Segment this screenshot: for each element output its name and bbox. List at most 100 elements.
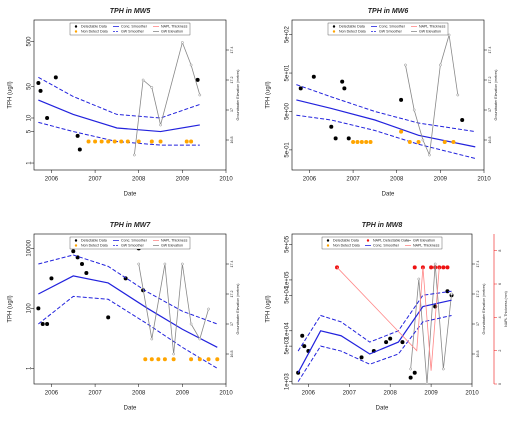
legend-symbol (326, 244, 330, 247)
y3-tick-label: 2 (498, 350, 502, 352)
data-point (407, 140, 412, 145)
gw-line (138, 263, 209, 355)
data-point (399, 97, 404, 102)
gw-point (172, 352, 175, 356)
data-point (80, 262, 84, 266)
gw-line (405, 34, 459, 157)
x-tick-label: 2007 (343, 391, 357, 397)
chart-title: TPH in MW6 (368, 8, 409, 15)
data-point (106, 139, 111, 144)
legend-label: GW Smoother (121, 243, 145, 247)
gw-point (456, 93, 460, 97)
x-tick-label: 2006 (302, 391, 316, 397)
legend-box (69, 236, 191, 250)
data-point (206, 357, 211, 362)
y2-axis-label: Groundwater Elevation (metres) (494, 70, 498, 121)
plot-frame (291, 233, 473, 385)
y-tick-label: 5e+03 (285, 337, 291, 355)
x-tick-label: 2009 (176, 391, 190, 397)
data-point (119, 139, 124, 144)
data-point (93, 139, 98, 144)
y-tick-label: 1e+05 (285, 271, 291, 289)
data-point (351, 140, 356, 145)
gw-point (198, 337, 202, 341)
y-tick-label: 5e+04 (285, 286, 291, 304)
y2-tick-label: 17.2 (476, 291, 480, 298)
y-axis-label: TPH (ug/l) (8, 81, 14, 108)
y-tick-label: 5e+01 (285, 64, 291, 82)
legend-label: NAPL Detectable Data (373, 238, 409, 242)
chart-panel: TPH in MW8 Date TPH (ug/l) 2006 2007 2008 2009… (266, 222, 508, 412)
gw-point (404, 63, 407, 67)
data-point (45, 115, 50, 120)
legend-label: Non Detect Data (339, 29, 366, 33)
y2-tick-label: 17 (230, 108, 234, 112)
data-point (441, 265, 446, 270)
legend-label: GW Elevation (419, 29, 441, 33)
smoother-upper (38, 76, 200, 119)
x-tick-label: 2010 (465, 391, 479, 397)
y3-tick-label: 6 (498, 283, 502, 285)
data-point (99, 139, 104, 144)
smoother-line (297, 299, 452, 374)
gw-point (207, 307, 210, 311)
plot-frame (33, 19, 227, 171)
data-point (143, 357, 148, 362)
data-point (340, 79, 345, 84)
y2-tick-label: 17 (476, 322, 480, 326)
y-tick-label: 5 (27, 129, 33, 133)
y2-axis-label: Groundwater Elevation (metres) (482, 284, 486, 335)
x-tick-label: 2009 (424, 391, 438, 397)
legend-label: GW Elevation (413, 238, 435, 242)
data-point (384, 340, 389, 345)
legend-box (321, 236, 443, 250)
data-point (329, 124, 334, 129)
data-point (302, 344, 307, 349)
smoother-lower (296, 114, 476, 159)
data-point (298, 86, 303, 91)
legend-symbol (326, 239, 330, 242)
y2-axis-label: Groundwater Elevation (metres) (236, 284, 240, 335)
legend-label: Non Detect Data (81, 29, 108, 33)
smoother-lower (38, 121, 200, 146)
y-tick-label: 500 (27, 36, 33, 47)
x-tick-label: 2006 (45, 177, 59, 183)
gw-point (141, 78, 145, 82)
chart-panel: TPH in MW5 Date TPH (ug/l) 2006 2007 2008 2009… (8, 8, 240, 198)
y2-tick-label: 17.4 (230, 261, 234, 268)
legend-symbol (74, 239, 78, 242)
data-point (445, 289, 450, 294)
gw-point (428, 153, 431, 157)
legend-label: Detectable Data (81, 24, 107, 28)
legend-symbol (74, 25, 78, 28)
data-point (149, 357, 154, 362)
gw-point (433, 262, 437, 266)
data-point (149, 139, 154, 144)
y-axis-label: TPH (ug/l) (8, 295, 14, 322)
legend-box (327, 22, 449, 36)
x-tick-label: 2006 (303, 177, 317, 183)
gw-point (181, 41, 184, 44)
data-point (333, 136, 338, 141)
y-axis-label: TPH (ug/l) (266, 81, 272, 108)
y2-tick-label: 17.2 (230, 77, 234, 84)
gw-point (150, 86, 154, 89)
x-axis-label: Date (376, 406, 389, 412)
x-axis-label: Date (124, 192, 137, 198)
series-line (336, 267, 440, 371)
data-point (38, 88, 43, 93)
data-point (460, 118, 465, 122)
data-point (442, 140, 447, 145)
data-point (171, 357, 176, 362)
legend-label: Non Detect Data (333, 243, 360, 247)
y-tick-label: 1e+03 (285, 373, 291, 391)
chart-title: TPH in MW5 (110, 8, 151, 15)
y2-axis-label: Groundwater Elevation (metres) (236, 70, 240, 121)
y-tick-label: 50 (27, 83, 33, 90)
data-point (45, 322, 50, 326)
legend-label: Detectable Data (333, 238, 359, 242)
plot-frame (33, 233, 227, 385)
data-point (451, 140, 456, 145)
